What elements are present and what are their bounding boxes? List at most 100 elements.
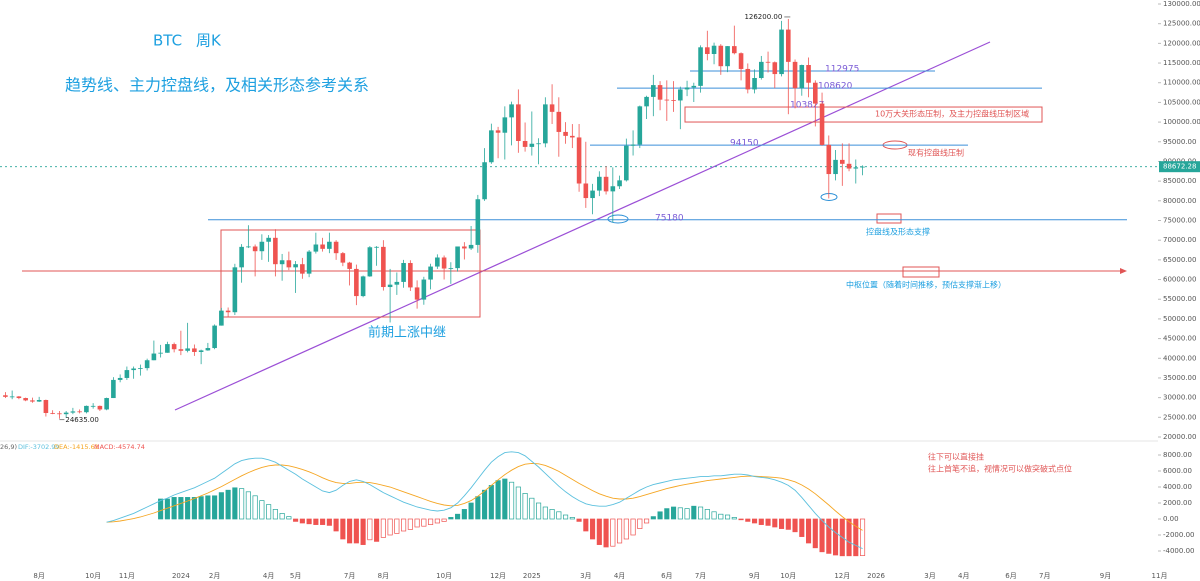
candle-body [340,253,346,263]
support-marker [876,213,902,224]
level-label: 108620 [818,82,853,92]
candle-body [624,145,629,181]
candle-body [212,325,217,349]
candle-body [43,399,49,413]
candle-body [718,45,724,67]
candle-body [151,353,157,361]
candle-body [9,396,15,398]
trend-line [174,41,991,411]
pivot-marker [902,266,940,278]
macd-bar [333,518,339,532]
x-tick-label: 2025 [523,572,541,580]
candle-body [786,29,791,62]
macd-bar [414,518,420,528]
macd-bar [536,502,542,520]
candle-body [273,237,278,265]
macd-bar [785,518,791,530]
candle-body [657,85,663,100]
macd-bar [239,488,245,520]
macd-bar [232,487,238,520]
candle-body [219,310,224,326]
macd-bar [380,518,386,538]
y-tick-label: 60000.00 [1163,276,1196,284]
candle-body [489,130,494,163]
macd-bar [522,493,528,520]
macd-bar [772,518,778,528]
candle-body [387,284,393,288]
level-label: 112975 [825,65,859,75]
candle-body [684,87,690,90]
candle-body [77,411,82,413]
candle-body [171,344,177,350]
candle-body [502,117,508,133]
candle-body [131,368,136,371]
macd-bar [590,518,596,540]
candle-body [826,144,832,175]
annotation: 10万大关形态压制，及主力控盘线压制区域 [875,109,1029,119]
macd-bar [509,481,515,520]
candle-body [637,106,643,145]
candle-body [111,379,116,399]
candle-body [819,103,825,145]
candle-body [414,287,420,300]
macd-bar [488,485,494,520]
candle-body [246,246,251,248]
macd-bar [191,497,197,520]
macd-bar [367,518,373,541]
macd-bar [671,506,677,520]
candle-body [711,45,717,54]
candle-body [84,405,89,413]
macd-bar [819,518,825,553]
x-tick-label: 12月 [490,572,506,580]
macd-bar [313,518,319,525]
macd-bar [171,497,177,520]
candle-body [792,61,798,89]
candle-body [590,190,595,199]
macd-bar [542,506,548,520]
candle-body [347,262,352,269]
candle-body [475,199,481,245]
x-tick-label: 2月 [209,572,220,580]
last-price-tag [1159,161,1200,173]
candle-body [759,61,764,79]
macd-bar [779,518,785,529]
candle-body [732,46,737,54]
macd-bar [360,518,366,545]
macd-bar [738,518,744,521]
macd-bar [225,489,231,520]
candle-body [192,348,197,352]
macd-bar [826,518,832,554]
candle-body [576,137,582,184]
candle-body [185,348,190,351]
candle-body [367,247,373,277]
macd-bar [610,518,616,547]
macd-bar [576,518,582,522]
macd-bar [515,486,521,520]
candle-body [3,395,8,397]
candle-body [225,310,231,313]
last-price-label: 88672.28 [1163,163,1196,171]
candle-body [799,65,805,89]
candle-body [300,264,305,274]
candle-body [165,344,170,353]
candle-body [462,246,467,249]
macd-bar [259,500,265,520]
annotation: 往下可以直接挂 [928,452,984,462]
y-tick-label: 70000.00 [1163,236,1196,244]
macd-bar [583,518,589,532]
candle-body [617,180,622,187]
candle-body [117,377,123,380]
candle-body [70,411,76,413]
macd-bar [853,518,859,557]
x-tick-label: 11月 [119,572,135,580]
macd-bar [812,518,818,549]
macd-bar [394,518,400,534]
macd-bar [252,495,258,520]
macd-bar [711,511,717,520]
x-tick-label: 8月 [33,572,44,580]
x-tick-label: 7月 [344,572,355,580]
macd-bar [218,492,224,520]
macd-bar [353,518,359,544]
x-tick-label: 3月 [580,572,591,580]
candle-body [293,264,298,268]
